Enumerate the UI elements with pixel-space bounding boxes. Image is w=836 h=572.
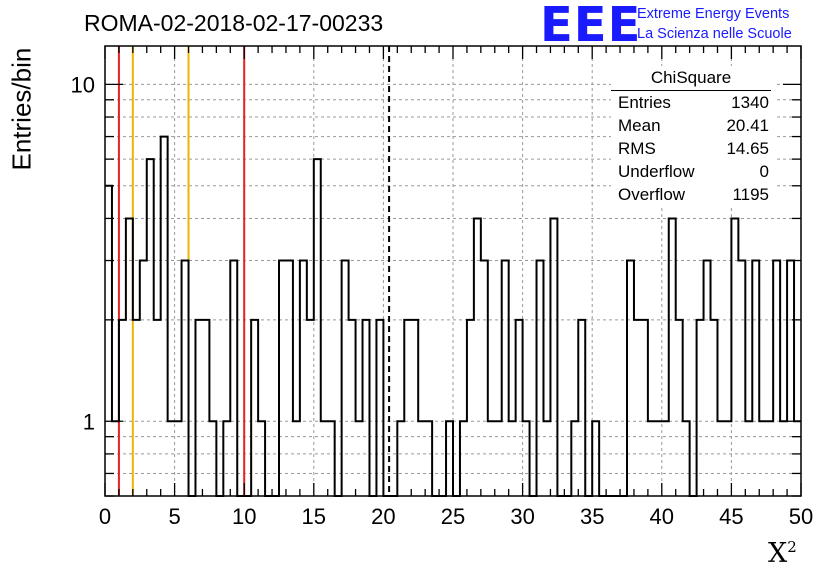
x-axis-label: X2 [768, 538, 797, 569]
x-tick-label: 5 [168, 504, 180, 529]
x-tick-label: 25 [441, 504, 465, 529]
y-tick-label: 1 [83, 409, 95, 434]
x-tick-label: 40 [650, 504, 674, 529]
x-tick-label: 20 [371, 504, 395, 529]
x-tick-label: 0 [99, 504, 111, 529]
stats-row-entries: Entries 1340 [618, 93, 769, 112]
y-tick-label: 10 [71, 72, 95, 97]
stats-row-underflow: Underflow 0 [618, 162, 769, 181]
x-tick-label: 35 [580, 504, 604, 529]
x-tick-label: 30 [510, 504, 534, 529]
stats-row-rms: RMS 14.65 [618, 139, 769, 158]
stats-row-overflow: Overflow 1195 [618, 185, 769, 204]
x-tick-label: 50 [789, 504, 813, 529]
axis-ticks [104, 46, 802, 497]
x-tick-label: 10 [232, 504, 256, 529]
histogram-line [105, 135, 801, 497]
logo-tagline-2: La Scienza nelle Scuole [637, 26, 792, 42]
logo-tagline-1: Extreme Energy Events [637, 6, 790, 22]
plot-title: ROMA-02-2018-02-17-00233 [84, 10, 384, 36]
y-axis-label: Entries/bin [6, 47, 37, 171]
x-tick-label: 45 [719, 504, 743, 529]
eee-logo: EEE [540, 0, 642, 53]
stats-box: ChiSquare Entries 1340 Mean 20.41 RMS 14.65… [611, 66, 775, 206]
x-tick-label: 15 [302, 504, 326, 529]
stats-row-mean: Mean 20.41 [618, 116, 769, 135]
stats-title: ChiSquare [611, 66, 771, 91]
tick-labels: 0 5 10 15 20 25 30 35 40 45 50 1 10 [71, 72, 814, 529]
